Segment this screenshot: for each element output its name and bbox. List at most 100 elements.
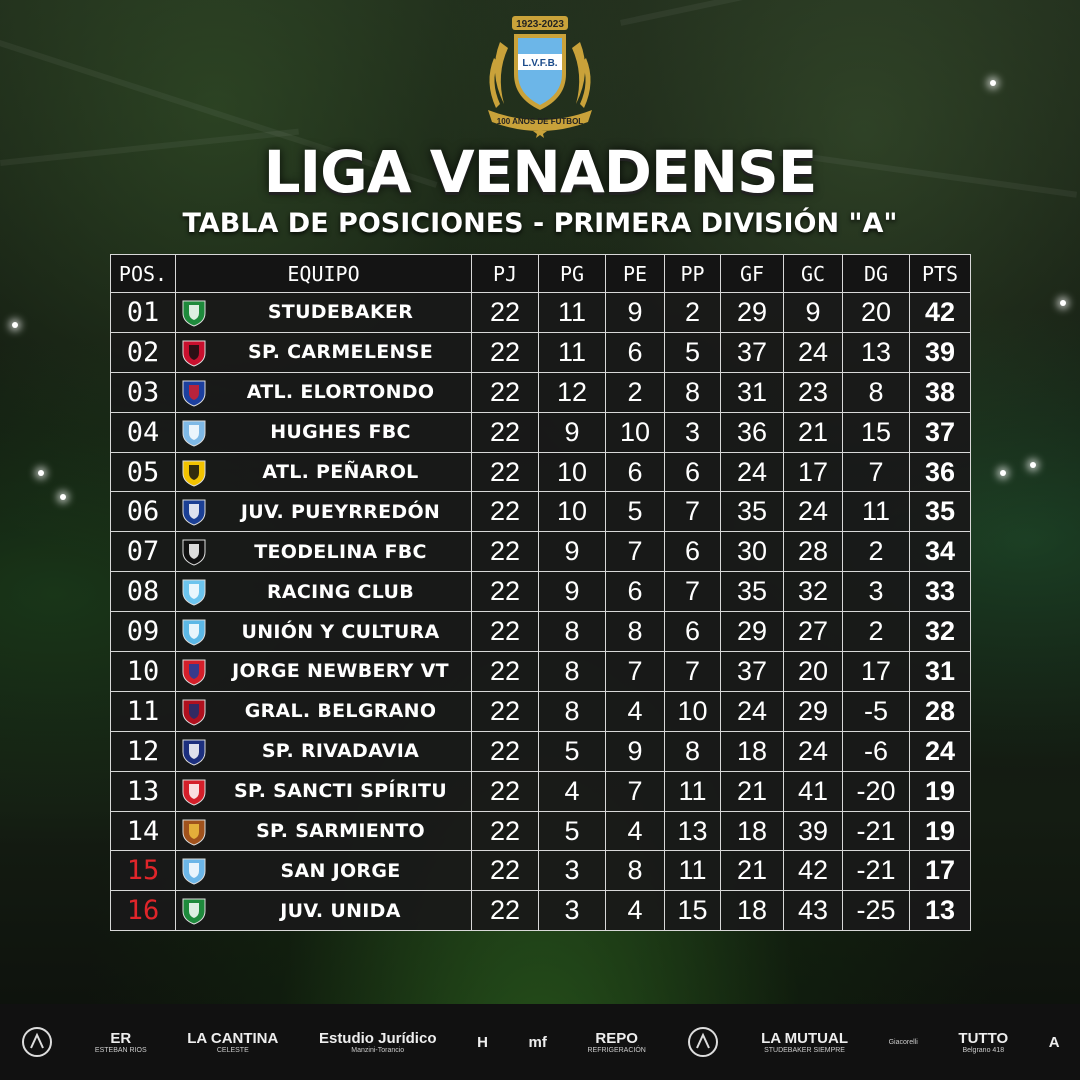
team-crest-icon: [182, 898, 206, 925]
cell-pts: 36: [909, 451, 971, 493]
cell-gf: 18: [720, 730, 784, 772]
sponsor-name: TUTTO: [958, 1030, 1009, 1047]
cell-team: SP. SANCTI SPÍRITU: [175, 770, 472, 812]
team-name: STUDEBAKER: [267, 301, 414, 324]
cell-team: STUDEBAKER: [175, 292, 472, 333]
cell-pos: 06: [110, 491, 176, 533]
sponsor-logo-dv-logo: [20, 1012, 54, 1072]
cell-pp: 11: [664, 850, 721, 892]
cell-team: UNIÓN Y CULTURA: [175, 611, 472, 653]
cell-gf: 24: [720, 451, 784, 493]
team-crest-icon: [182, 779, 206, 806]
team-crest-icon: [182, 579, 206, 606]
col-header-team: EQUIPO: [175, 254, 472, 293]
cell-pj: 22: [471, 651, 539, 692]
cell-dg: -25: [842, 890, 910, 932]
cell-pj: 22: [471, 411, 539, 453]
cell-dg: 2: [842, 611, 910, 653]
cell-pp: 3: [664, 411, 721, 453]
cell-pj: 22: [471, 331, 539, 373]
cell-pe: 7: [605, 531, 665, 573]
team-crest-icon: [182, 619, 206, 646]
team-crest-icon: [182, 499, 206, 526]
team-name: SP. SARMIENTO: [256, 820, 425, 843]
cell-pos: 01: [110, 292, 176, 333]
cell-pj: 22: [471, 371, 539, 413]
cell-dg: 2: [842, 531, 910, 573]
cell-pe: 6: [605, 451, 665, 493]
sponsor-tagline: ESTEBAN RIOS: [94, 1047, 147, 1054]
sponsor-logo-la-cantina-celeste: LA CANTINA CELESTE: [187, 1012, 278, 1072]
table-row: 10 JORGE NEWBERY VT 22 8 7 7 37 20 17 31: [110, 651, 971, 692]
cell-dg: 17: [842, 651, 910, 692]
table-row: 11 GRAL. BELGRANO 22 8 4 10 24 29 -5 28: [110, 690, 971, 732]
team-name: SP. SANCTI SPÍRITU: [234, 780, 447, 803]
cell-gc: 17: [783, 451, 843, 493]
sponsor-name: ER: [110, 1030, 132, 1047]
table-row: 01 STUDEBAKER 22 11 9 2 29 9 20 42: [110, 292, 971, 333]
col-header-pe: PE: [605, 254, 665, 293]
team-crest-icon: [182, 858, 206, 886]
cell-pos: 10: [110, 651, 176, 692]
cell-pp: 5: [664, 331, 721, 373]
cell-pts: 32: [909, 611, 971, 653]
cell-pj: 22: [471, 690, 539, 732]
cell-gf: 18: [720, 810, 784, 852]
cell-gf: 37: [720, 331, 784, 373]
cell-pts: 24: [909, 730, 971, 772]
cell-pe: 4: [605, 890, 665, 932]
table-row: 04 HUGHES FBC 22 9 10 3 36 21 15 37: [110, 411, 971, 453]
team-crest-icon: [182, 539, 206, 566]
cell-pp: 8: [664, 730, 721, 772]
cell-pg: 10: [538, 491, 606, 533]
cell-pj: 22: [471, 531, 539, 573]
cell-pg: 9: [538, 411, 606, 453]
cell-pts: 19: [909, 770, 971, 812]
cell-pp: 7: [664, 651, 721, 692]
sponsor-emblem-icon: [22, 1027, 53, 1057]
sponsor-tagline: Giacorelli: [888, 1038, 918, 1046]
cell-gc: 28: [783, 531, 843, 573]
page-title: LIGA VENADENSE: [263, 138, 818, 206]
cell-pe: 8: [605, 611, 665, 653]
cell-pe: 4: [605, 690, 665, 732]
table-row: 15 SAN JORGE 22 3 8 11 21 42 -21 17: [110, 850, 971, 892]
cell-gf: 35: [720, 571, 784, 613]
cell-gc: 24: [783, 730, 843, 772]
sponsor-tagline: Manzini-Torancio: [351, 1047, 405, 1054]
table-row: 16 JUV. UNIDA 22 3 4 15 18 43 -25 13: [110, 890, 971, 932]
cell-pp: 2: [664, 292, 721, 333]
cell-gc: 20: [783, 651, 843, 692]
cell-gc: 39: [783, 810, 843, 852]
sponsor-tagline: Belgrano 418: [962, 1047, 1005, 1054]
cell-dg: -21: [842, 810, 910, 852]
cell-team: JUV. UNIDA: [175, 890, 472, 932]
cell-team: SP. CARMELENSE: [175, 331, 472, 373]
cell-pj: 22: [471, 810, 539, 852]
sponsor-name: Estudio Jurídico: [318, 1030, 437, 1047]
cell-pos: 11: [110, 690, 176, 732]
table-row: 07 TEODELINA FBC 22 9 7 6 30 28 2 34: [110, 531, 971, 573]
team-crest-icon: [182, 340, 206, 367]
cell-pj: 22: [471, 451, 539, 493]
cell-dg: -20: [842, 770, 910, 812]
table-row: 02 SP. CARMELENSE 22 11 6 5 37 24 13 39: [110, 331, 971, 373]
sponsor-name: REPO: [595, 1030, 638, 1047]
table-header-row: POS. EQUIPO PJ PG PE PP GF GC DG PTS: [110, 254, 971, 293]
cell-gc: 29: [783, 690, 843, 732]
col-header-pts: PTS: [909, 254, 971, 293]
cell-dg: 11: [842, 491, 910, 533]
sponsor-logo-h-logo: H: [477, 1012, 488, 1072]
cell-gc: 24: [783, 331, 843, 373]
cell-pg: 9: [538, 571, 606, 613]
cell-pts: 37: [909, 411, 971, 453]
cell-pts: 19: [909, 810, 971, 852]
cell-pos: 09: [110, 611, 176, 653]
cell-gc: 43: [783, 890, 843, 932]
sponsor-name: H: [477, 1033, 488, 1051]
cell-pp: 15: [664, 890, 721, 932]
table-row: 05 ATL. PEÑAROL 22 10 6 6 24 17 7 36: [110, 451, 971, 493]
cell-pp: 11: [664, 770, 721, 812]
cell-dg: 8: [842, 371, 910, 413]
cell-gf: 29: [720, 611, 784, 653]
